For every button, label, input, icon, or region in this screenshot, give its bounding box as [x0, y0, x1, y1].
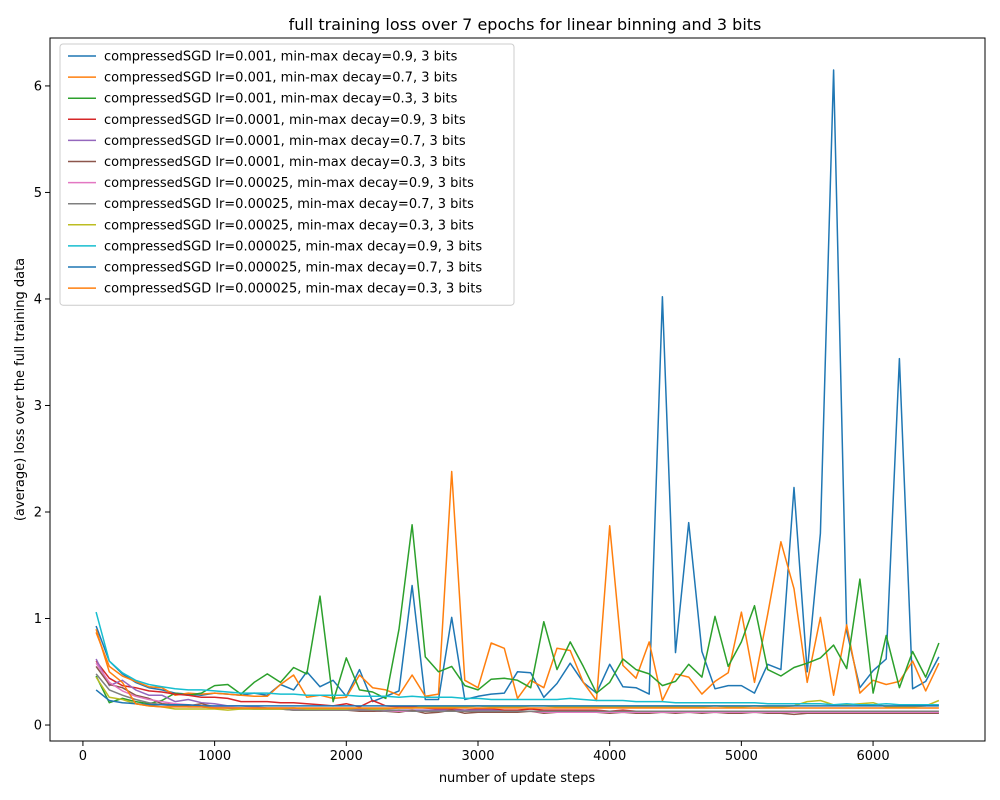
x-tick-label: 1000	[198, 749, 231, 764]
x-tick-label: 3000	[461, 749, 494, 764]
y-tick-label: 5	[34, 186, 42, 201]
legend-label-2: compressedSGD lr=0.001, min-max decay=0.…	[104, 71, 458, 86]
x-axis: 0 1000 2000 3000 4000 5000 6000	[79, 741, 890, 764]
chart-title: full training loss over 7 epochs for lin…	[289, 15, 762, 34]
plot-frame	[49, 37, 986, 742]
series-line-3	[95, 524, 940, 705]
legend-label-9: compressedSGD lr=0.00025, min-max decay=…	[104, 218, 474, 233]
series-line-2	[95, 470, 940, 702]
y-tick-label: 4	[34, 292, 42, 307]
x-tick-label: 4000	[593, 749, 626, 764]
y-tick-label: 0	[34, 719, 42, 734]
x-axis-label: number of update steps	[439, 771, 596, 786]
series-line-12	[95, 628, 939, 709]
x-tick-label: 6000	[857, 749, 890, 764]
legend-label-11: compressedSGD lr=0.000025, min-max decay…	[104, 261, 482, 276]
series-line-11	[95, 689, 939, 707]
y-axis-label: (average) loss over the full training da…	[13, 258, 28, 521]
legend-label-8: compressedSGD lr=0.00025, min-max decay=…	[104, 197, 474, 212]
legend-label-6: compressedSGD lr=0.0001, min-max decay=0…	[104, 155, 466, 170]
y-tick-label: 3	[34, 399, 42, 414]
legend-label-4: compressedSGD lr=0.0001, min-max decay=0…	[104, 113, 466, 128]
legend-label-1: compressedSGD lr=0.001, min-max decay=0.…	[104, 50, 458, 65]
y-tick-label: 6	[34, 79, 42, 94]
legend-label-12: compressedSGD lr=0.000025, min-max decay…	[104, 282, 482, 297]
plot-lines	[95, 69, 940, 716]
series-line-10	[95, 611, 939, 706]
legend-label-5: compressedSGD lr=0.0001, min-max decay=0…	[104, 134, 466, 149]
y-tick-label: 1	[34, 612, 42, 627]
legend-label-10: compressedSGD lr=0.000025, min-max decay…	[104, 239, 482, 254]
x-tick-label: 0	[79, 749, 87, 764]
legend-label-3: compressedSGD lr=0.001, min-max decay=0.…	[104, 92, 458, 107]
series-line-9	[95, 676, 940, 711]
legend: compressedSGD lr=0.001, min-max decay=0.…	[59, 43, 515, 306]
legend-label-7: compressedSGD lr=0.00025, min-max decay=…	[104, 176, 474, 191]
y-axis: 0 1 2 3 4 5 6	[34, 79, 50, 734]
x-tick-label: 5000	[725, 749, 758, 764]
y-tick-label: 2	[34, 505, 42, 520]
legend-box	[59, 43, 515, 306]
x-tick-label: 2000	[330, 749, 363, 764]
